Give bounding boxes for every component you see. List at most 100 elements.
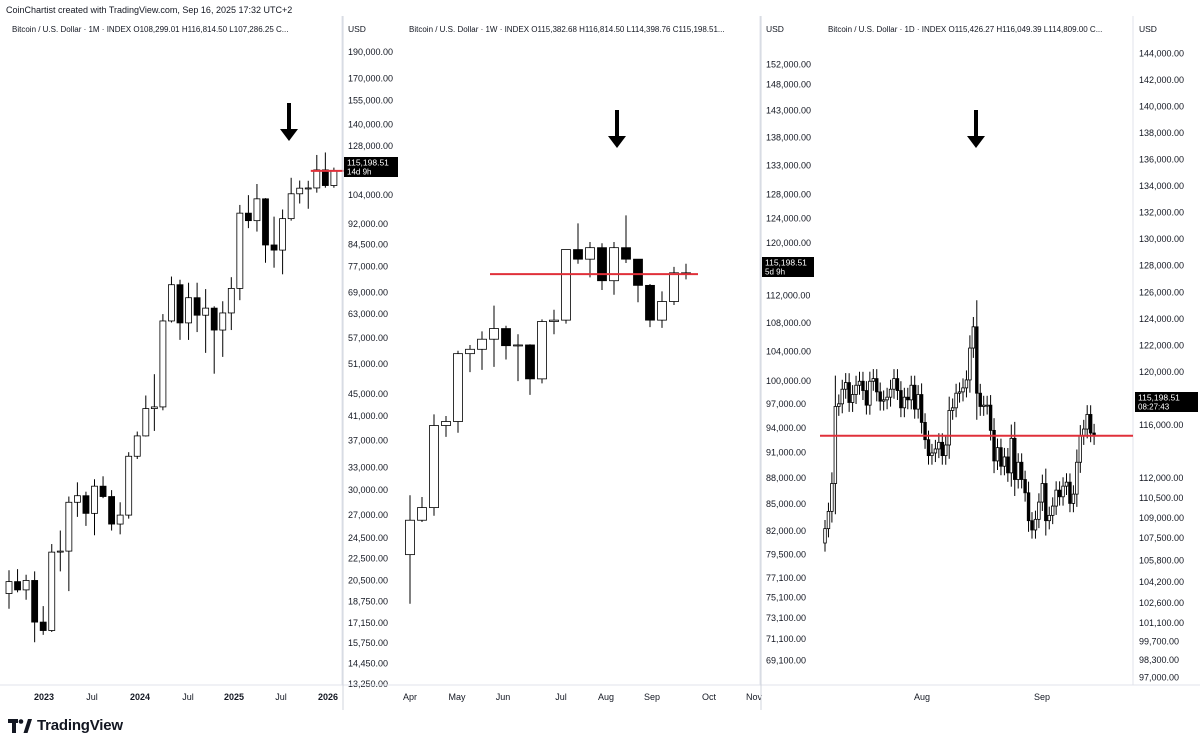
y-tick-label: 116,000.00 (1139, 420, 1183, 430)
candle-down (262, 198, 269, 246)
candle-up (304, 187, 312, 190)
daily-chart-panel[interactable]: Bitcoin / U.S. Dollar · 1D · INDEX O115,… (760, 16, 1200, 710)
candle-up (287, 193, 295, 220)
y-tick-label: 99,700.00 (1139, 637, 1179, 647)
y-tick-label: 107,500.00 (1139, 533, 1184, 543)
tradingview-brand: TradingView (37, 717, 123, 734)
current-price-value: 115,198.51 (347, 158, 389, 168)
y-tick-label: 190,000.00 (348, 47, 393, 57)
candle-down (926, 439, 931, 457)
candle-up (1082, 428, 1086, 437)
current-price-value: 115,198.51 (1138, 393, 1180, 403)
y-tick-label: 152,000.00 (766, 59, 811, 69)
candle-up (1016, 461, 1020, 480)
candle-up (1078, 435, 1082, 463)
y-tick-label: 104,200.00 (1139, 577, 1184, 587)
candle-down (975, 326, 979, 394)
candle-up (968, 347, 972, 381)
candle-down (1023, 479, 1027, 494)
candle-down (906, 396, 910, 401)
candle-down (14, 581, 21, 591)
candle-up (133, 435, 141, 457)
y-tick-label: 124,000.00 (1139, 314, 1184, 324)
y-tick-label: 85,000.00 (766, 499, 806, 509)
candle-down (988, 404, 993, 431)
candle-up (964, 379, 969, 389)
candle-down (525, 344, 535, 380)
candle-up (513, 344, 523, 347)
candle-up (429, 425, 439, 509)
x-tick-label: Aug (598, 692, 614, 702)
y-tick-label: 20,500.00 (348, 575, 388, 585)
candle-up (868, 380, 872, 406)
candle-up (840, 388, 844, 405)
x-tick-label: Sep (644, 692, 660, 702)
y-tick-label: 134,000.00 (1139, 181, 1184, 191)
candle-down (633, 258, 643, 286)
y-tick-label: 97,000.00 (766, 399, 806, 409)
y-tick-label: 91,000.00 (766, 447, 806, 457)
weekly-chart-panel[interactable]: Bitcoin / U.S. Dollar · 1W · INDEX O115,… (342, 16, 816, 710)
y-tick-label: 30,000.00 (348, 485, 388, 495)
y-tick-label: 120,000.00 (1139, 367, 1184, 377)
candle-up (48, 551, 56, 631)
candle-up (954, 392, 958, 409)
candle-up (91, 485, 98, 514)
candle-down (861, 380, 865, 391)
candle-up (885, 396, 889, 401)
y-tick-label: 88,000.00 (766, 473, 806, 483)
y-tick-label: 104,000.00 (766, 346, 811, 356)
candle-down (176, 284, 184, 324)
monthly-chart-panel[interactable]: Bitcoin / U.S. Dollar · 1M · INDEX O108,… (0, 16, 400, 702)
candle-up (944, 444, 948, 457)
y-tick-label: 45,000.00 (348, 389, 388, 399)
candle-up (1071, 493, 1076, 504)
y-tick-label: 14,450.00 (348, 658, 388, 668)
candle-up (489, 328, 499, 340)
x-tick-label: Jun (496, 692, 511, 702)
y-tick-label: 140,000.00 (1139, 101, 1184, 111)
candle-down (878, 391, 882, 402)
candle-up (253, 198, 261, 222)
candle-down (923, 422, 927, 441)
y-tick-label: 92,000.00 (348, 219, 388, 229)
credit-text: CoinChartist created with TradingView.co… (6, 5, 293, 15)
candle-up (916, 394, 920, 410)
candle-up (837, 403, 841, 407)
candle-up (937, 441, 941, 450)
y-tick-label: 122,000.00 (1139, 340, 1184, 350)
y-tick-label: 69,100.00 (766, 656, 806, 666)
candle-down (875, 378, 879, 393)
candle-down (39, 621, 47, 631)
candle-up (227, 288, 235, 314)
current-price-countdown: 08:27:43 (1138, 403, 1170, 412)
candle-up (657, 301, 667, 321)
candle-up (1075, 461, 1079, 495)
tradingview-logo[interactable]: TradingView (8, 717, 123, 734)
x-tick-label: Jul (555, 692, 567, 702)
candle-up (56, 550, 64, 553)
current-price-value: 115,198.51 (765, 258, 807, 268)
y-tick-label: 17,150.00 (348, 618, 388, 628)
candle-up (930, 452, 934, 457)
candle-up (833, 406, 838, 484)
current-price-tag (1135, 392, 1198, 412)
candle-up (888, 388, 893, 398)
y-tick-label: 77,000.00 (348, 261, 388, 271)
y-tick-label: 77,100.00 (766, 573, 806, 583)
y-tick-label: 71,100.00 (766, 634, 806, 644)
candle-up (1047, 514, 1051, 522)
candle-up (902, 396, 907, 409)
candle-up (65, 501, 73, 552)
axis-unit-label: USD (1139, 24, 1157, 34)
candle-up (850, 394, 855, 403)
candle-up (609, 247, 619, 282)
candle-up (1064, 481, 1069, 487)
candle-down (919, 394, 924, 423)
candle-down (597, 247, 607, 282)
y-tick-label: 140,000.00 (348, 120, 393, 130)
y-tick-label: 120,000.00 (766, 238, 811, 248)
y-tick-label: 75,100.00 (766, 593, 806, 603)
candle-up (1040, 483, 1045, 503)
